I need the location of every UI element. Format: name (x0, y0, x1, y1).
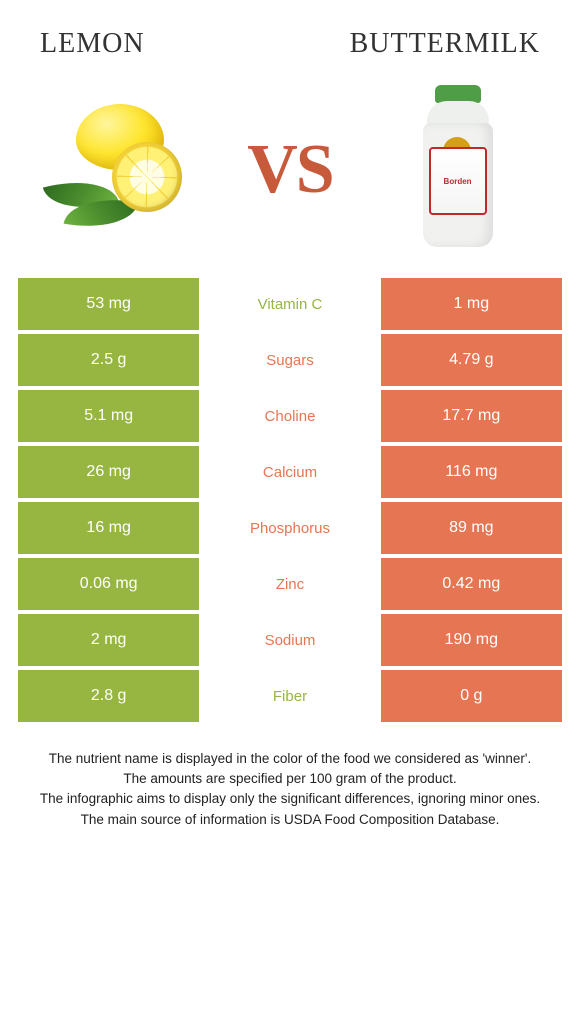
nutrient-name: Fiber (199, 670, 380, 722)
right-value: 0.42 mg (381, 558, 562, 610)
right-value: 17.7 mg (381, 390, 562, 442)
nutrient-table: 53 mgVitamin C1 mg2.5 gSugars4.79 g5.1 m… (18, 278, 562, 726)
table-row: 26 mgCalcium116 mg (18, 446, 562, 498)
right-value: 0 g (381, 670, 562, 722)
vs-label: VS (247, 130, 332, 210)
nutrient-name: Choline (199, 390, 380, 442)
right-value: 4.79 g (381, 334, 562, 386)
right-value: 1 mg (381, 278, 562, 330)
nutrient-name: Calcium (199, 446, 380, 498)
table-row: 5.1 mgCholine17.7 mg (18, 390, 562, 442)
left-value: 2.8 g (18, 670, 199, 722)
nutrient-name: Zinc (199, 558, 380, 610)
lemon-illustration (42, 90, 202, 250)
right-value: 89 mg (381, 502, 562, 554)
table-row: 0.06 mgZinc0.42 mg (18, 558, 562, 610)
left-food-title: Lemon (40, 28, 145, 60)
right-value: 116 mg (381, 446, 562, 498)
footnote-line: The infographic aims to display only the… (26, 790, 554, 808)
table-row: 2 mgSodium190 mg (18, 614, 562, 666)
footnote-line: The main source of information is USDA F… (26, 811, 554, 829)
right-value: 190 mg (381, 614, 562, 666)
footnotes: The nutrient name is displayed in the co… (0, 726, 580, 831)
right-food-title: Buttermilk (350, 28, 540, 60)
nutrient-name: Sodium (199, 614, 380, 666)
nutrient-name: Sugars (199, 334, 380, 386)
table-row: 16 mgPhosphorus89 mg (18, 502, 562, 554)
nutrient-name: Vitamin C (199, 278, 380, 330)
left-value: 26 mg (18, 446, 199, 498)
images-row: VS Borden (0, 70, 580, 278)
left-value: 0.06 mg (18, 558, 199, 610)
table-row: 2.8 gFiber0 g (18, 670, 562, 722)
left-value: 2.5 g (18, 334, 199, 386)
buttermilk-illustration: Borden (378, 90, 538, 250)
header-row: Lemon Buttermilk (0, 0, 580, 70)
footnote-line: The nutrient name is displayed in the co… (26, 750, 554, 768)
table-row: 53 mgVitamin C1 mg (18, 278, 562, 330)
nutrient-name: Phosphorus (199, 502, 380, 554)
left-value: 53 mg (18, 278, 199, 330)
left-value: 5.1 mg (18, 390, 199, 442)
left-value: 2 mg (18, 614, 199, 666)
left-value: 16 mg (18, 502, 199, 554)
footnote-line: The amounts are specified per 100 gram o… (26, 770, 554, 788)
table-row: 2.5 gSugars4.79 g (18, 334, 562, 386)
